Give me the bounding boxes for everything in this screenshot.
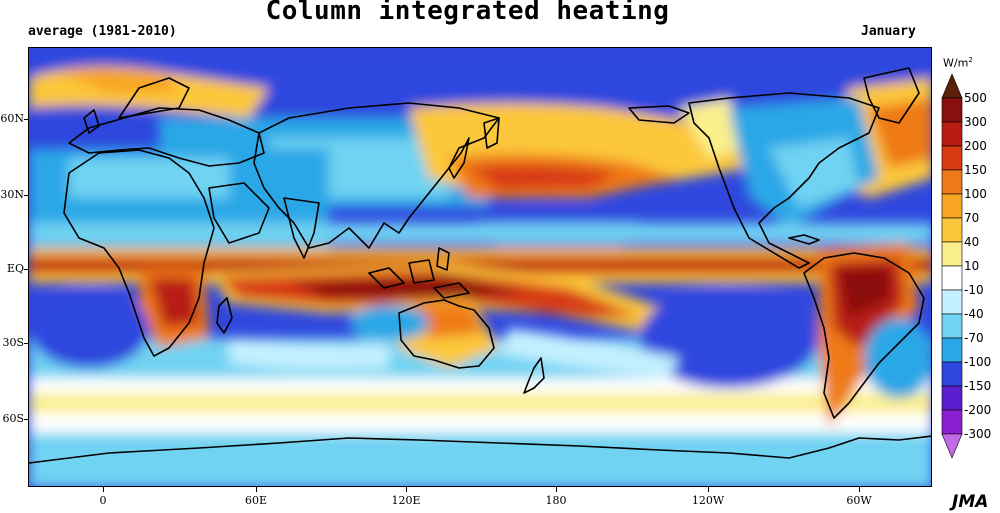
- colorbar-label: -150: [964, 379, 992, 393]
- month-label: January: [861, 24, 916, 39]
- map-title: Column integrated heating: [265, 0, 670, 26]
- colorbar-top-triangle: [941, 74, 963, 99]
- lon-tick: [859, 487, 860, 492]
- colorbar: [941, 74, 963, 459]
- colorbar-label: -70: [964, 331, 984, 345]
- lat-label-30n: 30N: [0, 188, 24, 201]
- colorbar-bottom-triangle: [941, 433, 963, 459]
- lon-tick: [103, 487, 104, 492]
- lat-label-60s: 60S: [2, 412, 24, 425]
- units-exponent: 2: [968, 56, 973, 64]
- colorbar-swatch: [941, 217, 963, 243]
- colorbar-swatch: [941, 145, 963, 171]
- colorbar-label: 300: [964, 115, 987, 129]
- colorbar-swatch: [941, 169, 963, 195]
- lat-tick: [24, 195, 29, 196]
- lon-label-180: 180: [545, 494, 567, 507]
- colorbar-swatch: [941, 313, 963, 339]
- lat-label-eq: EQ: [6, 262, 24, 275]
- lat-tick: [24, 419, 29, 420]
- colorbar-swatch: [941, 385, 963, 411]
- lat-label-60n: 60N: [0, 112, 24, 125]
- lat-tick: [24, 119, 29, 120]
- lon-label-0: 0: [99, 494, 107, 507]
- lon-tick: [406, 487, 407, 492]
- jma-credit: JMA: [952, 492, 989, 512]
- colorbar-swatch: [941, 361, 963, 387]
- lon-tick: [256, 487, 257, 492]
- lon-label-60w: 60W: [846, 494, 872, 507]
- lon-tick: [708, 487, 709, 492]
- colorbar-swatch: [941, 241, 963, 267]
- colorbar-label: -300: [964, 427, 992, 441]
- colorbar-swatch: [941, 121, 963, 147]
- units-base: W/m: [943, 56, 969, 70]
- colorbar-label: 10: [964, 259, 980, 273]
- lat-tick: [24, 343, 29, 344]
- lon-label-120w: 120W: [691, 494, 725, 507]
- colorbar-label: -10: [964, 283, 984, 297]
- colorbar-swatch: [941, 289, 963, 315]
- colorbar-label: 200: [964, 139, 987, 153]
- colorbar-units: W/m2: [943, 56, 973, 70]
- colorbar-swatch: [941, 337, 963, 363]
- colorbar-label: -100: [964, 355, 992, 369]
- period-label: average (1981-2010): [28, 24, 177, 39]
- colorbar-label: 100: [964, 187, 987, 201]
- lon-label-120e: 120E: [391, 494, 421, 507]
- heating-field: [29, 48, 931, 486]
- colorbar-label: -200: [964, 403, 992, 417]
- colorbar-swatch: [941, 193, 963, 219]
- colorbar-swatch: [941, 265, 963, 291]
- heating-map: [28, 47, 932, 487]
- lon-label-60e: 60E: [244, 494, 268, 507]
- coastlines: [29, 67, 931, 464]
- colorbar-label: 40: [964, 235, 980, 249]
- colorbar-swatch: [941, 97, 963, 123]
- lat-label-30s: 30S: [2, 336, 24, 349]
- colorbar-swatch: [941, 409, 963, 435]
- colorbar-label: 70: [964, 211, 980, 225]
- colorbar-label: 500: [964, 91, 987, 105]
- colorbar-label: -40: [964, 307, 984, 321]
- lat-tick: [24, 269, 29, 270]
- colorbar-label: 150: [964, 163, 987, 177]
- lon-tick: [556, 487, 557, 492]
